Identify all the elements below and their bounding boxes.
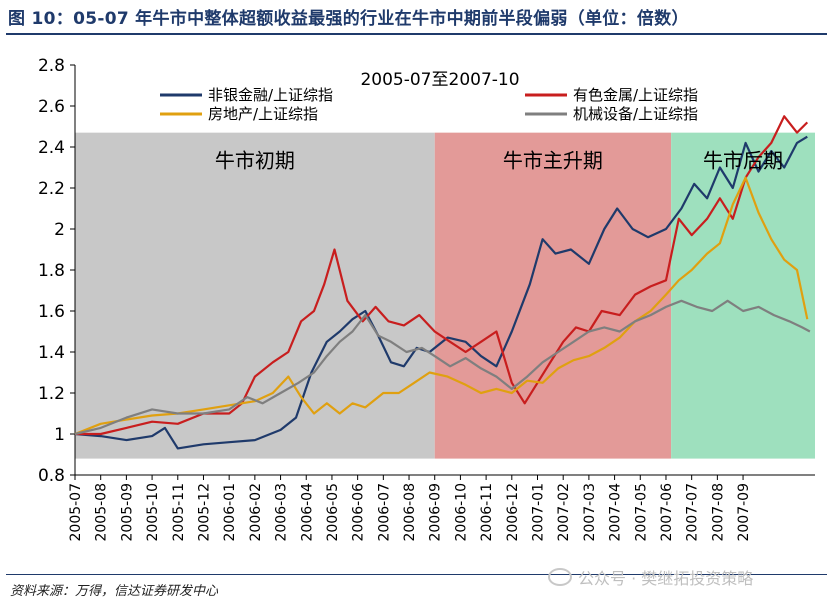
line-chart: 0.8 1 1.2 1.4 1.6 1.8 2 2.2 2.4 2.6 2.8 2005-07 2005…	[38, 56, 815, 542]
x-tick-label: 2006-03	[274, 483, 290, 542]
x-tick-label: 2006-01	[222, 483, 238, 542]
phase-label-2: 牛市后期	[703, 149, 783, 173]
x-tick-label: 2006-06	[351, 483, 367, 542]
y-tick-label: 2.6	[38, 97, 65, 117]
y-tick-label: 1.8	[38, 261, 65, 281]
phase-label-1: 牛市主升期	[503, 149, 603, 173]
source-note: 资料来源：万得，信达证券研发中心	[10, 584, 219, 599]
title-divider	[6, 33, 827, 35]
series-line-3	[74, 299, 811, 436]
y-tick-label: 2.8	[38, 56, 65, 76]
chart-title: 2005-07至2007-10	[360, 70, 519, 90]
source-divider	[6, 574, 827, 575]
legend-label-3: 机械设备/上证综指	[573, 105, 698, 123]
x-tick-label: 2007-07	[685, 483, 701, 542]
y-tick-label: 1.6	[38, 302, 65, 322]
x-tick-label: 2006-07	[376, 483, 392, 542]
series-line-2	[74, 176, 809, 436]
x-tick-label: 2006-11	[479, 483, 495, 542]
x-tick-label: 2005-09	[119, 483, 135, 542]
phase-bands	[75, 132, 815, 459]
phase-band-0	[75, 132, 435, 459]
x-tick-label: 2007-04	[608, 483, 624, 542]
x-tick-label: 2007-08	[710, 483, 726, 542]
watermark-text: 公众号 · 樊继拓投资策略	[578, 569, 754, 588]
series-line-0	[74, 135, 808, 450]
y-tick-label: 0.8	[38, 466, 65, 486]
wechat-icon	[548, 568, 572, 586]
x-tick-label: 2006-12	[505, 483, 521, 542]
x-tick-label: 2006-08	[402, 483, 418, 542]
series-line-1	[75, 115, 809, 436]
legend-label-1: 有色金属/上证综指	[573, 86, 698, 104]
x-tick-label: 2007-06	[659, 483, 675, 542]
legend-label-2: 房地产/上证综指	[208, 105, 318, 123]
x-tick-label: 2006-02	[248, 483, 264, 542]
legend-label-0: 非银金融/上证综指	[208, 86, 333, 104]
y-tick-label: 2.2	[38, 179, 65, 199]
x-tick-label: 2007-01	[531, 483, 547, 542]
y-tick-label: 1	[54, 425, 65, 445]
x-tick-label: 2005-07	[68, 483, 84, 542]
x-tick-label: 2007-02	[556, 483, 572, 542]
x-tick-label: 2006-09	[428, 483, 444, 542]
chart-axes: 0.8 1 1.2 1.4 1.6 1.8 2 2.2 2.4 2.6 2.8 2005-07 2005…	[38, 56, 815, 542]
x-tick-label: 2005-12	[196, 483, 212, 542]
x-tick-label: 2005-10	[145, 483, 161, 542]
watermark: 公众号 · 樊继拓投资策略	[548, 565, 753, 589]
x-tick-label: 2006-04	[299, 483, 315, 542]
phase-label-0: 牛市初期	[215, 149, 295, 173]
x-tick-label: 2006-10	[453, 483, 469, 542]
y-tick-label: 1.4	[38, 343, 65, 363]
phase-labels: 牛市初期 牛市主升期 牛市后期	[215, 149, 783, 173]
y-tick-label: 2	[54, 220, 65, 240]
x-tick-label: 2006-05	[325, 483, 341, 542]
x-tick-label: 2007-03	[582, 483, 598, 542]
x-tick-label: 2007-09	[736, 483, 752, 542]
phase-band-1	[434, 132, 672, 459]
series-lines	[74, 115, 811, 450]
y-tick-label: 2.4	[38, 138, 65, 158]
x-tick-label: 2007-05	[633, 483, 649, 542]
y-tick-label: 1.2	[38, 384, 65, 404]
x-tick-label: 2005-08	[94, 483, 110, 542]
figure-title: 图 10：05-07 年牛市中整体超额收益最强的行业在牛市中期前半段偏弱（单位：…	[8, 9, 689, 29]
x-tick-label: 2005-11	[171, 483, 187, 542]
